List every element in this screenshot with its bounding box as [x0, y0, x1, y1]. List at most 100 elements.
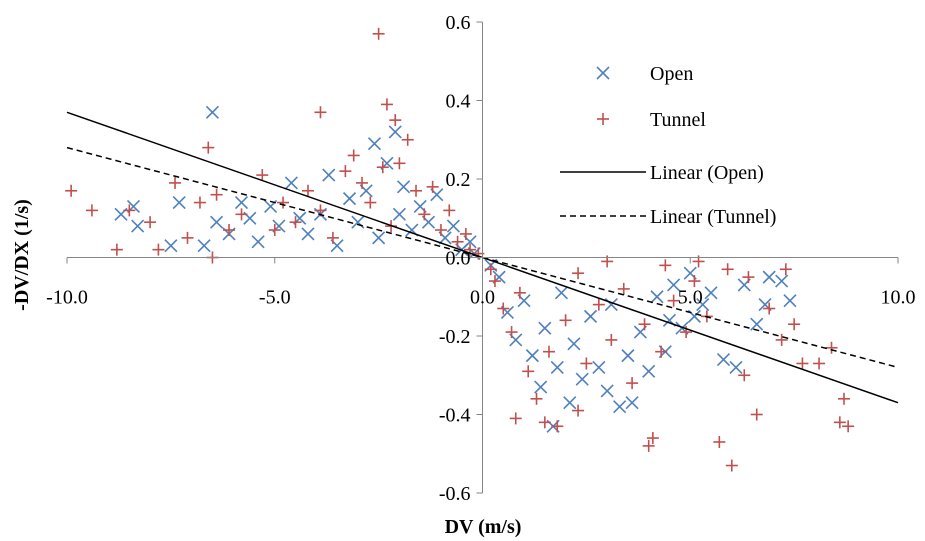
open-point	[716, 352, 731, 367]
tunnel-point	[713, 435, 726, 448]
tunnel-point	[725, 459, 738, 472]
tunnel-point	[364, 196, 377, 209]
open-point	[554, 286, 569, 300]
linear-tunnel-trendline	[66, 146, 899, 369]
tunnel-point	[605, 333, 618, 346]
tunnel-point	[85, 204, 98, 217]
tunnel-point	[509, 412, 522, 425]
legend-label-linear-open: Linear (Open)	[650, 162, 764, 184]
legend: Open Tunnel Linear (Open) Linear (Tunnel…	[560, 63, 776, 228]
tunnel-point	[779, 263, 792, 276]
open-point	[367, 137, 382, 151]
tunnel-point	[210, 188, 223, 201]
tunnel-point	[376, 161, 389, 174]
tunnel-point	[314, 106, 327, 119]
y-tick-label: 0.4	[446, 91, 471, 113]
tunnel-point	[617, 282, 630, 295]
open-point	[322, 168, 336, 182]
plot-area	[65, 27, 899, 472]
tunnel-point	[277, 196, 290, 209]
open-point	[625, 396, 639, 410]
tunnel-point	[542, 345, 555, 358]
tunnel-point	[65, 184, 78, 197]
tunnel-point	[505, 326, 518, 339]
open-point	[197, 239, 211, 253]
legend-item-tunnel: Tunnel	[597, 109, 706, 131]
tunnel-point	[268, 224, 281, 237]
tunnel-point	[572, 404, 585, 417]
tunnel-point	[655, 345, 668, 358]
tunnel-point	[763, 302, 776, 315]
tunnel-point	[551, 420, 564, 433]
open-point	[650, 290, 664, 304]
open-point	[388, 125, 402, 139]
tunnel-point	[193, 196, 206, 209]
open-point	[538, 321, 552, 335]
open-point	[284, 176, 298, 190]
tunnel-series-points	[65, 27, 855, 472]
tunnel-point	[796, 357, 809, 370]
legend-label-tunnel: Tunnel	[650, 109, 706, 131]
legend-open-x-icon	[596, 66, 610, 80]
tunnel-point	[825, 341, 838, 354]
legend-item-open: Open	[596, 63, 693, 85]
tunnel-point	[451, 235, 464, 248]
open-point	[696, 298, 710, 312]
y-tick-labels: 0.6 0.4 0.2 0.0 -0.2 -0.4 -0.6	[439, 12, 471, 505]
open-point	[775, 274, 789, 288]
open-point	[567, 337, 581, 351]
tunnel-point	[642, 439, 655, 452]
tunnel-point	[742, 271, 755, 284]
tunnel-point	[434, 224, 447, 237]
tunnel-point	[223, 224, 236, 237]
legend-x-marker	[596, 66, 610, 80]
open-point	[613, 400, 627, 414]
tunnel-point	[181, 231, 194, 244]
tunnel-point	[144, 216, 157, 229]
tunnel-point	[842, 420, 855, 433]
open-point	[446, 219, 460, 233]
open-point	[172, 195, 186, 210]
open-point	[164, 239, 178, 253]
tunnel-point	[813, 357, 826, 370]
x-tick-labels: -10.0 -5.0 0.0 5.0 10.0	[46, 287, 915, 309]
x-tick-label: 0.0	[470, 287, 495, 309]
open-point	[234, 195, 249, 210]
tunnel-point	[626, 377, 639, 390]
tunnel-point	[459, 227, 472, 240]
tunnel-point	[110, 243, 123, 256]
legend-plus-marker	[597, 113, 609, 125]
open-point	[750, 317, 764, 331]
tunnel-point	[592, 298, 605, 311]
tunnel-point	[443, 204, 456, 217]
tunnel-point	[301, 184, 314, 197]
open-point	[583, 309, 598, 323]
open-point	[525, 349, 539, 363]
y-axis-title: -DV/DX (1/s)	[11, 199, 33, 311]
tunnel-point	[538, 416, 551, 429]
legend-label-open: Open	[650, 63, 693, 85]
tunnel-point	[356, 176, 369, 189]
open-point	[575, 372, 589, 386]
tunnel-point	[256, 169, 269, 182]
x-axis-title: DV (m/s)	[445, 516, 522, 538]
open-point	[704, 286, 718, 300]
x-tick-label: 10.0	[881, 287, 916, 309]
x-tick-label: -5.0	[259, 287, 291, 309]
legend-tunnel-plus-icon	[597, 113, 609, 125]
tunnel-point	[484, 263, 497, 276]
y-tick-label: 0.2	[446, 169, 471, 191]
tunnel-point	[788, 318, 801, 331]
tunnel-point	[688, 275, 701, 288]
tunnel-point	[289, 216, 302, 229]
open-point	[563, 396, 577, 410]
tunnel-point	[497, 302, 510, 315]
open-point	[762, 270, 776, 284]
y-tick-label: -0.4	[439, 405, 471, 427]
tunnel-point	[738, 369, 751, 382]
open-point	[550, 360, 564, 374]
open-point	[131, 219, 145, 233]
tunnel-point	[339, 165, 352, 178]
tunnel-point	[347, 149, 360, 162]
tunnel-point	[646, 432, 659, 445]
